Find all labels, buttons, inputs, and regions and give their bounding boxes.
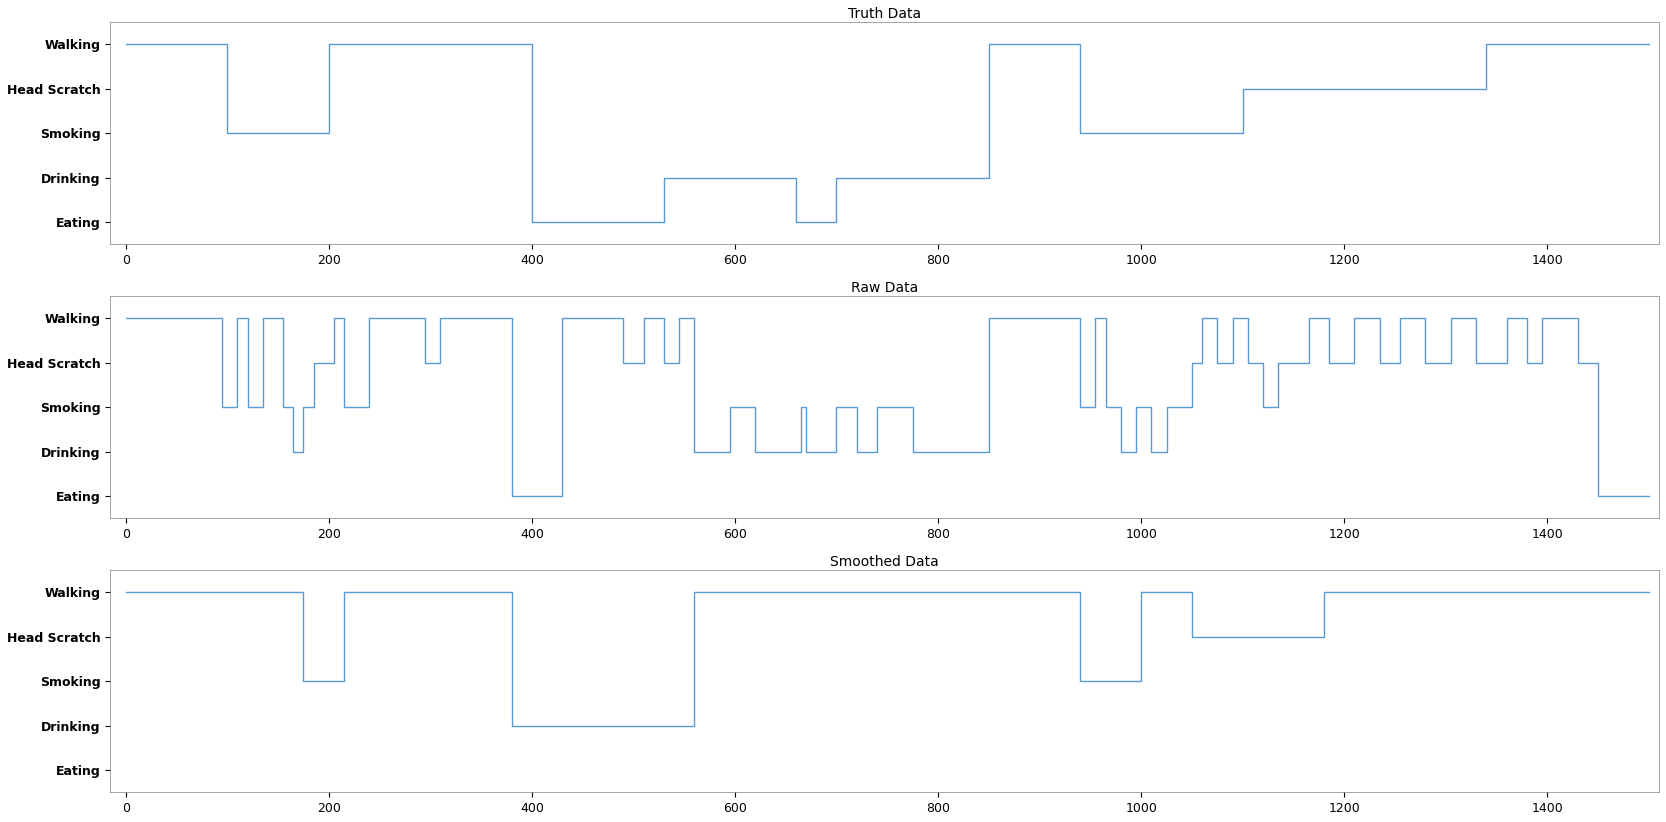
Title: Raw Data: Raw Data — [851, 281, 918, 295]
Title: Truth Data: Truth Data — [848, 7, 921, 21]
Title: Smoothed Data: Smoothed Data — [830, 555, 940, 569]
